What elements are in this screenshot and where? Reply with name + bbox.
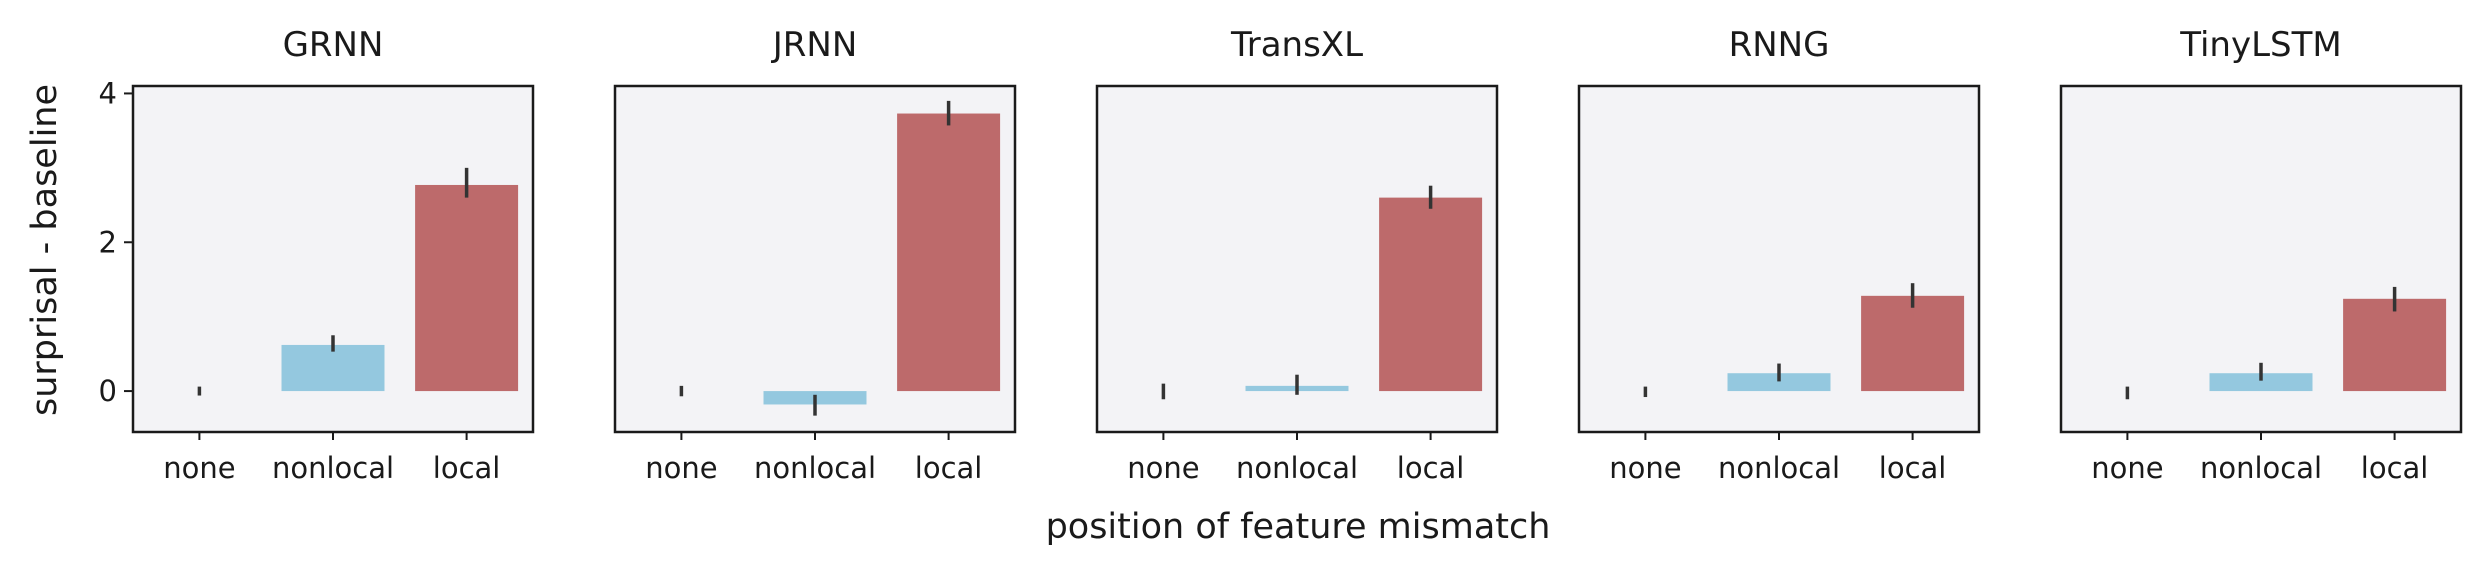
x-tick-label-transxl-none: none: [1127, 451, 1199, 485]
axes-frame-rnng: [1577, 84, 1981, 434]
panel-title-rnng: RNNG: [1729, 25, 1830, 65]
x-tick-label-jrnn-none: none: [645, 451, 717, 485]
panel-title-tinylstm: TinyLSTM: [2179, 25, 2341, 65]
y-tick-label-0: 0: [99, 374, 117, 408]
x-tick-label-rnng-local: local: [1879, 451, 1947, 485]
x-tick-label-grnn-local: local: [433, 451, 501, 485]
bar-grnn-local: [415, 184, 519, 392]
x-tick-label-jrnn-nonlocal: nonlocal: [754, 451, 876, 485]
axes-frame-grnn: [131, 84, 535, 434]
x-tick-label-tinylstm-nonlocal: nonlocal: [2200, 451, 2322, 485]
bar-tinylstm-nonlocal: [2209, 373, 2313, 392]
x-tick-label-jrnn-local: local: [915, 451, 983, 485]
bar-rnng-local: [1861, 295, 1965, 392]
bar-transxl-local: [1379, 197, 1483, 392]
bar-rnng-nonlocal: [1727, 373, 1831, 392]
x-tick-label-grnn-none: none: [163, 451, 235, 485]
x-tick-label-rnng-none: none: [1609, 451, 1681, 485]
axes-frame-transxl: [1095, 84, 1499, 434]
y-axis-label: surprisal - baseline: [25, 84, 65, 416]
y-tick-label-4: 4: [99, 76, 117, 110]
panel-title-jrnn: JRNN: [771, 25, 858, 65]
bar-tinylstm-local: [2343, 298, 2447, 392]
y-tick-label-2: 2: [99, 225, 117, 259]
axes-frame-jrnn: [613, 84, 1017, 434]
x-tick-label-transxl-nonlocal: nonlocal: [1236, 451, 1358, 485]
x-tick-label-tinylstm-local: local: [2361, 451, 2429, 485]
x-tick-label-rnng-nonlocal: nonlocal: [1718, 451, 1840, 485]
panel-title-transxl: TransXL: [1230, 25, 1363, 65]
axes-frame-tinylstm: [2059, 84, 2463, 434]
x-tick-label-tinylstm-none: none: [2091, 451, 2163, 485]
panel-title-grnn: GRNN: [283, 25, 384, 65]
bar-jrnn-local: [897, 113, 1001, 392]
x-tick-label-transxl-local: local: [1397, 451, 1465, 485]
bar-grnn-nonlocal: [281, 344, 385, 392]
x-axis-label: position of feature mismatch: [1046, 507, 1551, 547]
x-tick-label-grnn-nonlocal: nonlocal: [272, 451, 394, 485]
